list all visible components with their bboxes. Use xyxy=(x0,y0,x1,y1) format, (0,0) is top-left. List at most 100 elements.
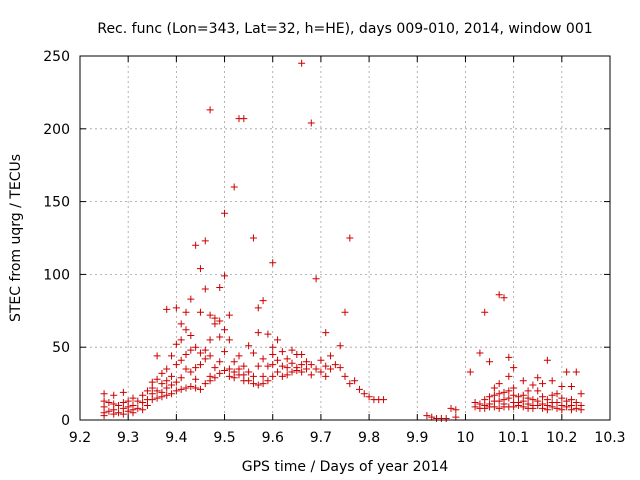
data-point xyxy=(168,352,176,360)
data-point xyxy=(201,355,209,363)
data-point xyxy=(269,372,277,380)
data-point xyxy=(307,371,315,379)
data-point xyxy=(163,391,171,399)
data-point xyxy=(312,275,320,283)
data-point xyxy=(510,384,518,392)
data-point xyxy=(278,372,286,380)
data-point xyxy=(110,391,118,399)
data-point xyxy=(307,119,315,127)
x-tick-label: 10.1 xyxy=(498,430,529,446)
data-point xyxy=(428,413,436,421)
data-point xyxy=(206,311,214,319)
data-point xyxy=(331,361,339,369)
data-point xyxy=(206,352,214,360)
grid-lines xyxy=(80,56,610,420)
data-point xyxy=(254,381,262,389)
data-points xyxy=(100,59,585,423)
x-tick-label: 9.6 xyxy=(262,430,284,446)
x-tick-label: 9.9 xyxy=(406,430,428,446)
data-point xyxy=(269,343,277,351)
data-point xyxy=(302,365,310,373)
data-point xyxy=(495,397,503,405)
y-tick-labels: 0 50 100 150 200 250 xyxy=(43,49,70,429)
data-point xyxy=(100,390,108,398)
data-point xyxy=(534,387,542,395)
data-point xyxy=(187,346,195,354)
data-point xyxy=(298,368,306,376)
data-point xyxy=(163,377,171,385)
x-tick-label: 10 xyxy=(457,430,475,446)
data-point xyxy=(505,394,513,402)
data-point xyxy=(264,330,272,338)
data-point xyxy=(177,385,185,393)
data-point xyxy=(153,352,161,360)
data-point xyxy=(240,362,248,370)
data-point xyxy=(196,385,204,393)
data-point xyxy=(490,384,498,392)
data-point xyxy=(158,380,166,388)
data-point xyxy=(163,305,171,313)
data-point xyxy=(221,209,229,217)
data-point xyxy=(274,336,282,344)
data-point xyxy=(264,362,272,370)
data-point xyxy=(163,384,171,392)
data-point xyxy=(182,326,190,334)
data-point xyxy=(245,342,253,350)
data-point xyxy=(216,358,224,366)
data-point xyxy=(177,320,185,328)
data-point xyxy=(553,404,561,412)
data-point xyxy=(143,387,151,395)
data-point xyxy=(293,366,301,374)
data-point xyxy=(249,349,257,357)
data-point xyxy=(534,401,542,409)
data-point xyxy=(187,368,195,376)
chart-title: Rec. func (Lon=343, Lat=32, h=HE), days … xyxy=(97,21,592,37)
data-point xyxy=(225,311,233,319)
y-tick-label: 150 xyxy=(43,195,70,211)
data-point xyxy=(452,413,460,421)
y-tick-label: 200 xyxy=(43,122,70,138)
data-point xyxy=(221,348,229,356)
data-point xyxy=(567,383,575,391)
y-tick-label: 100 xyxy=(43,267,70,283)
data-point xyxy=(206,106,214,114)
axis-ticks xyxy=(79,55,611,421)
data-point xyxy=(548,391,556,399)
data-point xyxy=(312,365,320,373)
data-point xyxy=(187,383,195,391)
data-point xyxy=(539,404,547,412)
data-point xyxy=(510,364,518,372)
data-point xyxy=(278,348,286,356)
data-point xyxy=(495,404,503,412)
data-point xyxy=(548,377,556,385)
data-point xyxy=(269,361,277,369)
data-point xyxy=(192,241,200,249)
data-point xyxy=(548,403,556,411)
data-point xyxy=(327,352,335,360)
data-point xyxy=(182,350,190,358)
data-point xyxy=(254,304,262,312)
data-point xyxy=(206,336,214,344)
data-point xyxy=(235,352,243,360)
data-point xyxy=(283,355,291,363)
data-point xyxy=(360,390,368,398)
data-point xyxy=(341,372,349,380)
data-point xyxy=(230,183,238,191)
data-point xyxy=(216,284,224,292)
data-point xyxy=(490,403,498,411)
data-point xyxy=(274,368,282,376)
data-point xyxy=(177,336,185,344)
data-point xyxy=(322,329,330,337)
data-point xyxy=(134,404,142,412)
data-point xyxy=(269,259,277,267)
data-point xyxy=(259,297,267,305)
data-point xyxy=(259,380,267,388)
data-point xyxy=(283,371,291,379)
data-point xyxy=(216,369,224,377)
data-point xyxy=(158,369,166,377)
data-point xyxy=(254,362,262,370)
data-point xyxy=(543,406,551,414)
data-point xyxy=(148,396,156,404)
data-point xyxy=(216,317,224,325)
data-point xyxy=(336,364,344,372)
